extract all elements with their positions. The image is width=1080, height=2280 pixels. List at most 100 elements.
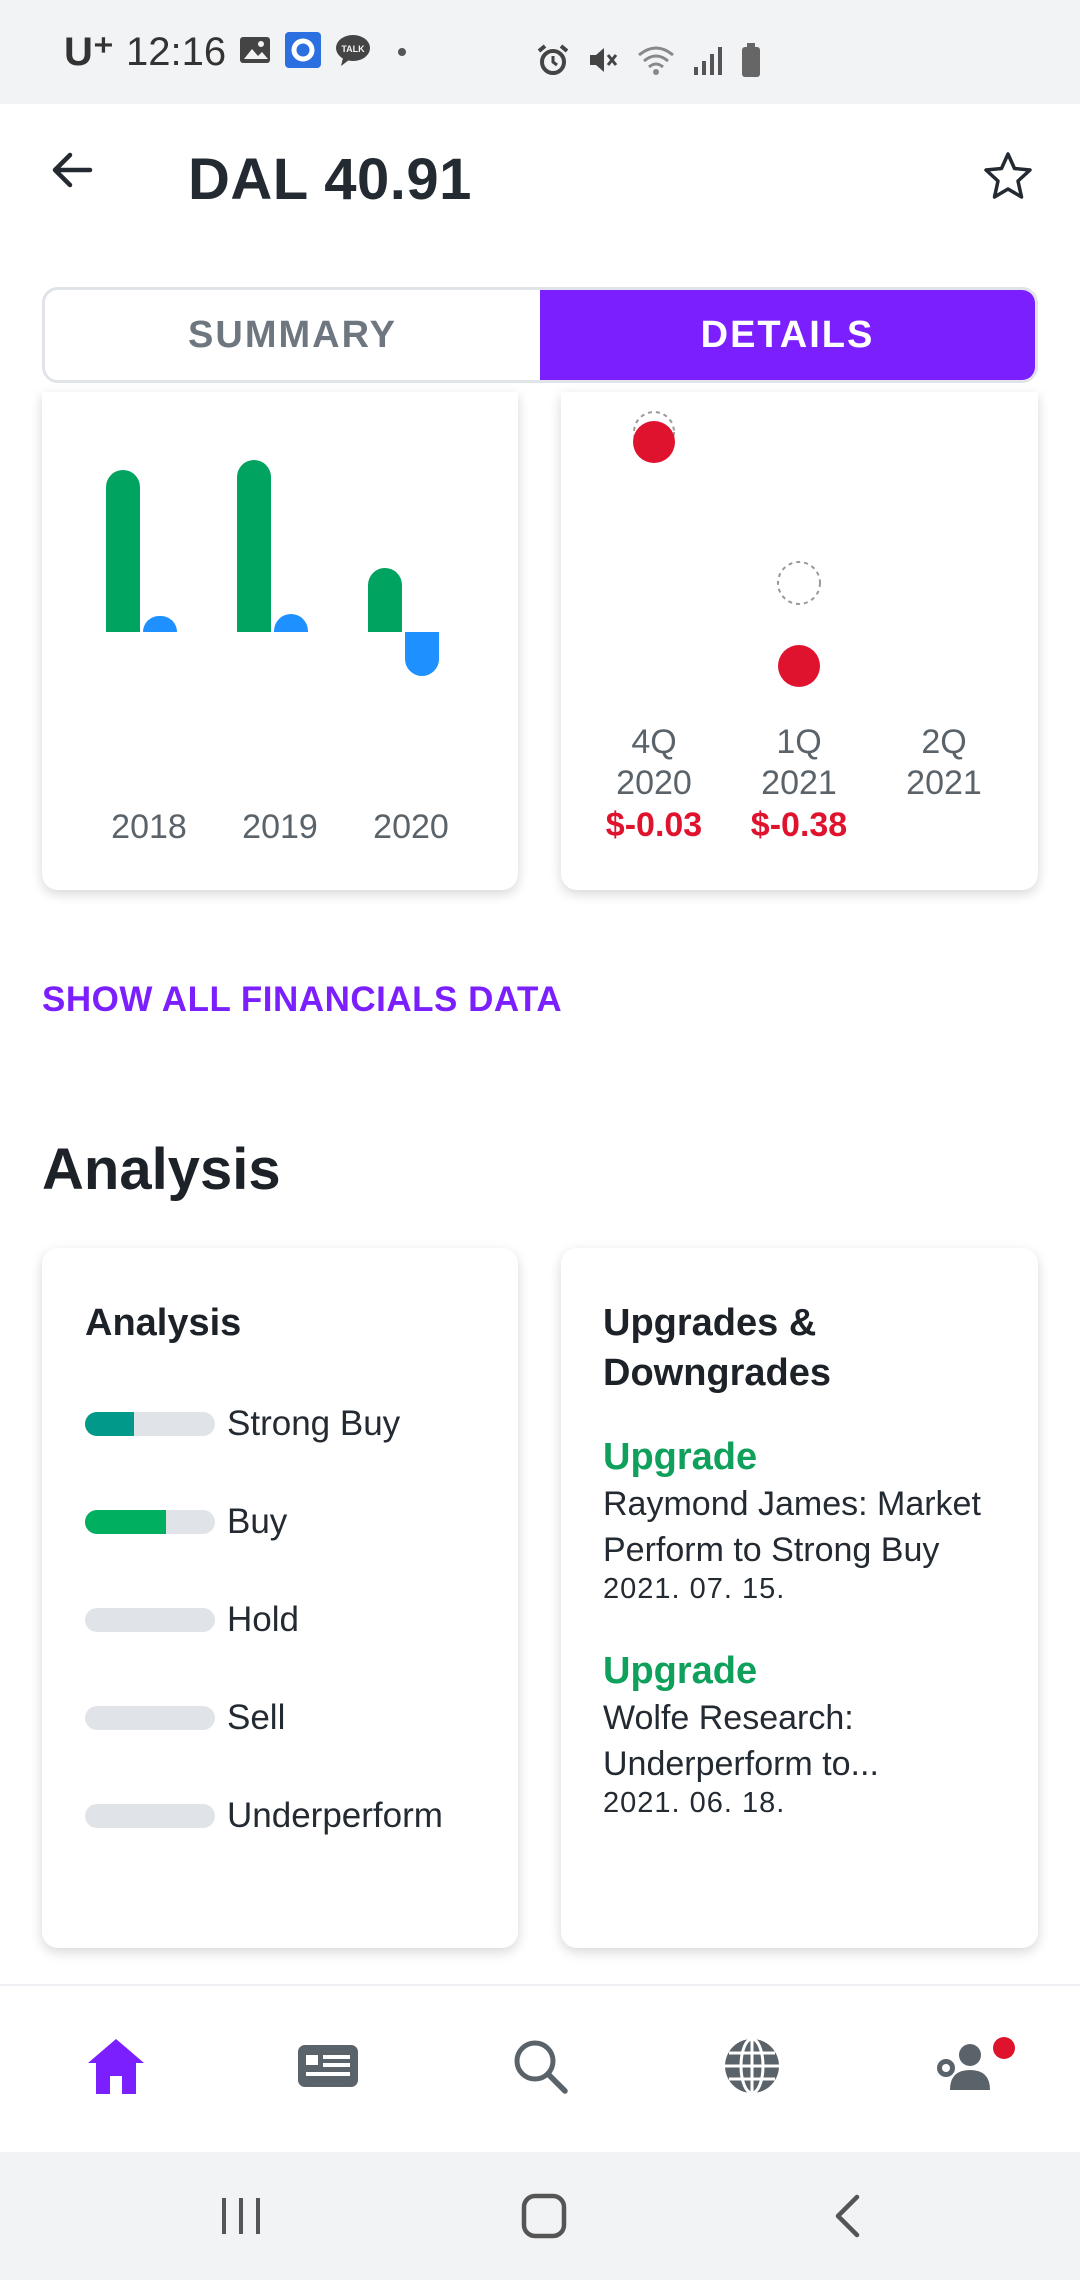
tab-details[interactable]: DETAILS <box>540 290 1035 380</box>
recents-icon <box>219 2196 263 2241</box>
signal-icon <box>692 43 724 82</box>
upgrades-title-line2: Downgrades <box>603 1352 832 1394</box>
search-icon <box>511 2037 569 2100</box>
rating-bar <box>85 1706 215 1730</box>
recents-button[interactable] <box>211 2188 271 2248</box>
quarter-label-line2: 2020 <box>616 764 692 802</box>
rating-row: Underperform <box>85 1796 443 1836</box>
upgrade-item[interactable]: Upgrade Raymond James: Market Perform to… <box>603 1436 981 1606</box>
upgrade-desc-line1: Raymond James: Market <box>603 1485 981 1523</box>
rating-label: Underperform <box>227 1796 443 1835</box>
talk-icon: TALK <box>334 33 372 72</box>
alarm-icon <box>536 43 570 82</box>
mute-icon <box>586 43 620 82</box>
app-icon <box>284 31 322 74</box>
year-label: 2019 <box>242 808 318 846</box>
quarter-label-line1: 4Q <box>631 723 677 761</box>
back-icon <box>829 2193 865 2244</box>
watchlist-star-button[interactable] <box>976 146 1040 210</box>
section-title: Analysis <box>42 1137 281 1202</box>
revenue-bar <box>237 460 271 632</box>
page-title: DAL 40.91 <box>188 147 472 212</box>
upgrade-kind: Upgrade <box>603 1436 758 1478</box>
svg-text:TALK: TALK <box>341 44 365 54</box>
nav-search[interactable] <box>508 2036 572 2100</box>
earnings-bar <box>274 614 308 632</box>
nav-home[interactable] <box>84 2036 148 2100</box>
clock: 12:16 <box>126 29 227 74</box>
quarter-label: 4Q 2020 <box>616 722 692 804</box>
system-nav-bar <box>0 2152 1080 2280</box>
quarter-label-line2: 2021 <box>761 764 837 802</box>
rating-label: Buy <box>227 1502 288 1541</box>
rating-row: Sell <box>85 1698 285 1738</box>
earnings-bar <box>143 616 177 632</box>
star-outline-icon <box>982 150 1034 207</box>
status-right <box>536 40 762 84</box>
revenue-bar <box>368 568 402 632</box>
tab-summary[interactable]: SUMMARY <box>45 290 540 380</box>
rating-label: Sell <box>227 1698 286 1737</box>
rating-label: Strong Buy <box>227 1404 401 1443</box>
rating-bar <box>85 1608 215 1632</box>
upgrade-desc-line1: Wolfe Research: <box>603 1699 854 1737</box>
app-header <box>0 104 1080 260</box>
upgrades-card-title: Upgrades & Downgrades <box>603 1298 831 1398</box>
system-back-button[interactable] <box>817 2188 877 2248</box>
year-label: 2018 <box>111 808 187 846</box>
upgrade-desc-line2: Perform to Strong Buy <box>603 1531 940 1569</box>
analysis-card-title: Analysis <box>85 1302 242 1344</box>
upgrade-kind: Upgrade <box>603 1650 758 1692</box>
rating-row: Buy <box>85 1502 287 1542</box>
nav-profile[interactable] <box>932 2036 996 2100</box>
eps-actual-value: $-0.03 <box>605 806 703 844</box>
status-bar <box>0 0 1080 104</box>
back-button[interactable] <box>40 140 104 204</box>
upgrade-item[interactable]: Upgrade Wolfe Research: Underperform to.… <box>603 1650 879 1820</box>
gallery-icon <box>238 33 272 72</box>
upgrades-downgrades-card[interactable]: Upgrades & Downgrades Upgrade Raymond Ja… <box>561 1248 1038 1948</box>
rating-bar <box>85 1412 215 1436</box>
home-icon <box>85 2036 147 2101</box>
earnings-bar <box>405 632 439 676</box>
upgrades-title-line1: Upgrades & <box>603 1302 817 1344</box>
earnings-card[interactable] <box>561 392 1038 890</box>
show-all-financials-link[interactable]: SHOW ALL FINANCIALS DATA <box>42 980 563 1019</box>
globe-icon <box>722 2036 782 2101</box>
upgrade-desc-line2: Underperform to... <box>603 1745 879 1783</box>
wifi-icon <box>636 43 676 82</box>
battery-icon <box>740 42 762 83</box>
profile-settings-icon <box>934 2040 994 2097</box>
rating-row: Hold <box>85 1600 299 1640</box>
earnings-dots <box>633 411 821 687</box>
quarter-label: 1Q 2021 <box>761 722 837 804</box>
quarter-label-line2: 2021 <box>906 764 982 802</box>
eps-actual-value: $-0.38 <box>750 806 848 844</box>
quarter-label-line1: 2Q <box>921 723 967 761</box>
status-left: U⁺ 12:16 TALK <box>64 29 407 74</box>
year-label: 2020 <box>373 808 449 846</box>
bottom-nav <box>0 1984 1080 2154</box>
news-icon <box>297 2042 359 2095</box>
rating-row: Strong Buy <box>85 1404 400 1444</box>
quarter-label-line1: 1Q <box>776 723 822 761</box>
upgrade-date: 2021. 07. 15. <box>603 1573 786 1605</box>
rating-label: Hold <box>227 1600 299 1639</box>
upgrade-date: 2021. 06. 18. <box>603 1787 786 1819</box>
back-arrow-icon <box>48 146 96 199</box>
carrier-label: U⁺ <box>64 30 114 74</box>
rating-fill <box>85 1412 135 1436</box>
analysis-card[interactable]: Analysis <box>42 1248 518 1948</box>
more-notifications-dot <box>398 48 407 56</box>
rating-bar <box>85 1510 215 1534</box>
nav-news[interactable] <box>296 2036 360 2100</box>
nav-markets[interactable] <box>720 2036 784 2100</box>
quarter-label: 2Q 2021 <box>906 722 982 804</box>
rating-bar <box>85 1804 215 1828</box>
detail-tabs: SUMMARY DETAILS <box>42 287 1038 383</box>
home-button[interactable] <box>514 2188 574 2248</box>
home-button-icon <box>521 2193 567 2244</box>
rating-fill <box>85 1510 166 1534</box>
notification-badge <box>993 2037 1015 2059</box>
revenue-bar <box>106 470 140 632</box>
